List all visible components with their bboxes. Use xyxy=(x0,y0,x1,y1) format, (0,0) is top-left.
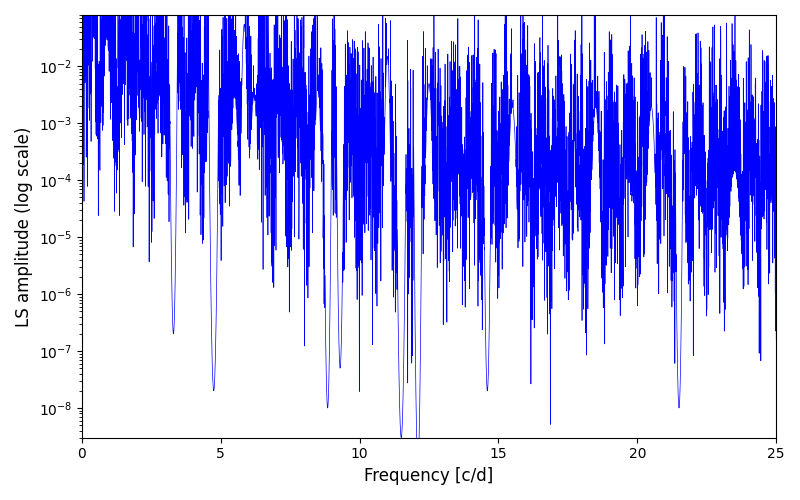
X-axis label: Frequency [c/d]: Frequency [c/d] xyxy=(364,467,494,485)
Y-axis label: LS amplitude (log scale): LS amplitude (log scale) xyxy=(15,126,33,326)
